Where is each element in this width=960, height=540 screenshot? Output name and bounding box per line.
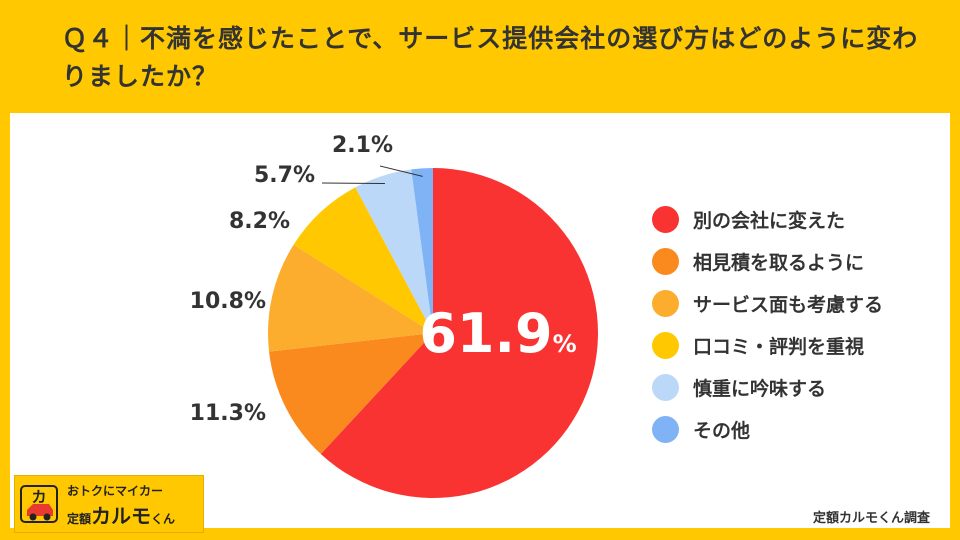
legend-swatch — [652, 247, 679, 275]
legend-label: その他 — [693, 419, 751, 442]
legend-label: 口コミ・評判を重視 — [693, 335, 865, 358]
data-label: 10.8% — [190, 289, 266, 314]
logo-mark-glyph: カ — [31, 488, 46, 506]
legend-item-0: 別の会社に変えた — [652, 198, 883, 240]
logo-tagline: おトクにマイカー — [67, 484, 164, 498]
pie-slice — [293, 187, 433, 333]
chart-title: Ｑ４｜不満を感じたことで、サービス提供会社の選び方はどのように変わりましたか？ — [62, 24, 919, 91]
leader-lines — [321, 165, 423, 185]
legend-item-3: 口コミ・評判を重視 — [652, 324, 883, 366]
pie-slice — [268, 244, 433, 352]
data-labels: 61.9% 11.3% 10.8% 8.2% 5.7% 2.1% — [190, 133, 577, 426]
logo-main: カルモ — [91, 504, 152, 528]
leader-line — [321, 182, 385, 185]
legend-swatch — [652, 373, 679, 401]
logo-suffix: くん — [151, 512, 176, 526]
legend-item-4: 慎重に吟味する — [652, 366, 883, 408]
car-icon: カ — [20, 485, 58, 523]
legend: 別の会社に変えた 相見積を取るように サービス面も考慮する 口コミ・評判を重視 … — [652, 198, 883, 450]
survey-credit: 定額カルモくん調査 — [812, 511, 930, 526]
legend-item-1: 相見積を取るように — [652, 240, 883, 282]
logo-prefix: 定額 — [67, 512, 92, 526]
brand-logo: カ おトクにマイカー 定額カルモくん — [14, 475, 204, 533]
data-label: 11.3% — [190, 401, 266, 426]
legend-swatch — [652, 415, 679, 443]
legend-item-5: その他 — [652, 408, 883, 450]
legend-swatch — [652, 289, 679, 317]
data-label: 8.2% — [229, 209, 290, 234]
pie-slice — [269, 333, 433, 454]
legend-swatch — [652, 205, 679, 233]
data-label: 5.7% — [254, 163, 315, 188]
pie-slices — [268, 168, 598, 498]
logo-wordmark: 定額カルモくん — [67, 500, 175, 529]
pie-slice — [355, 169, 433, 333]
pie-slice — [320, 168, 598, 498]
data-label: 2.1% — [332, 133, 393, 158]
legend-label: 別の会社に変えた — [693, 209, 846, 232]
data-label: 61.9% — [419, 302, 576, 365]
legend-label: 慎重に吟味する — [693, 377, 827, 400]
legend-swatch — [652, 331, 679, 359]
pie-slice — [411, 168, 433, 333]
legend-label: サービス面も考慮する — [693, 293, 884, 316]
legend-item-2: サービス面も考慮する — [652, 282, 883, 324]
legend-label: 相見積を取るように — [693, 251, 865, 274]
leader-line — [379, 165, 423, 177]
